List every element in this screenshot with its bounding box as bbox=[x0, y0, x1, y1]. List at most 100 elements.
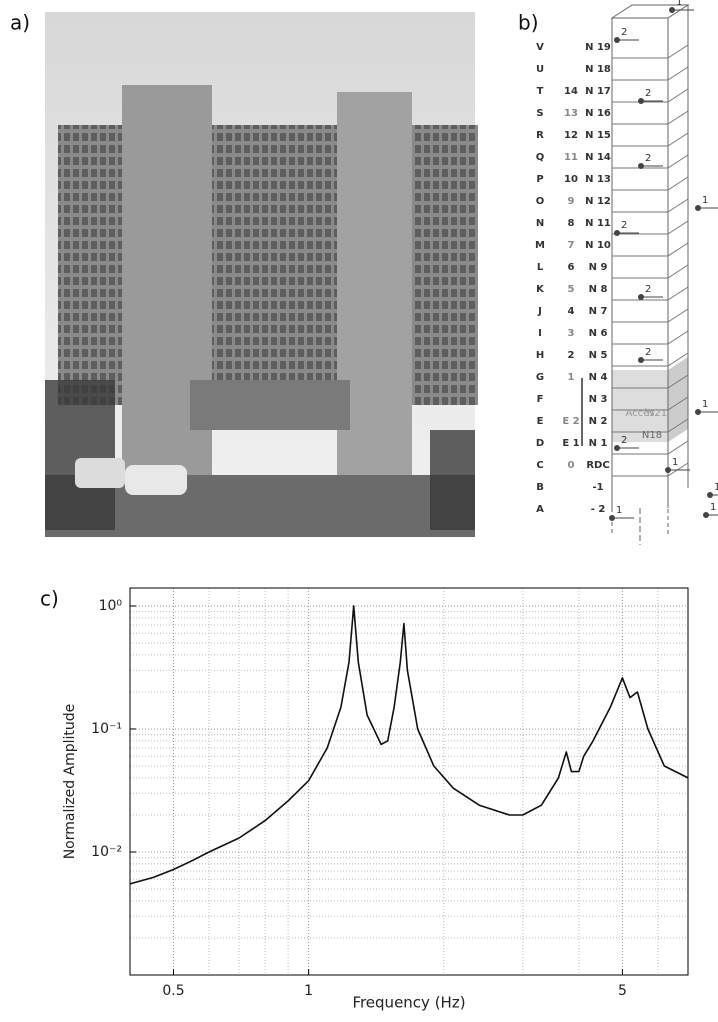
floor-level: N 18 bbox=[585, 64, 611, 75]
floor-number: 6 bbox=[568, 262, 575, 273]
floor-letter: M bbox=[535, 240, 545, 251]
floor-letter: R bbox=[536, 130, 544, 141]
floor-level: N 5 bbox=[589, 350, 608, 361]
floor-letter: C bbox=[536, 460, 543, 471]
floor-letter: N bbox=[536, 218, 544, 229]
photo bbox=[45, 12, 478, 537]
floor-level: N 7 bbox=[589, 306, 608, 317]
floor-letter: I bbox=[538, 328, 542, 339]
floor-level: N 9 bbox=[589, 262, 608, 273]
floor-line bbox=[667, 88, 689, 103]
floor-letter: D bbox=[536, 438, 544, 449]
floor-letter: K bbox=[536, 284, 545, 295]
floor-line bbox=[667, 132, 689, 147]
floor-level: N 12 bbox=[585, 196, 611, 207]
floor-number: 2 bbox=[568, 350, 575, 361]
floor-letter: F bbox=[537, 394, 544, 405]
floor-level: N 6 bbox=[589, 328, 608, 339]
sensor-label: 2 bbox=[645, 347, 651, 358]
floor-level: N 17 bbox=[585, 86, 611, 97]
floor-level: N 2 bbox=[589, 416, 608, 427]
floor-line bbox=[667, 308, 689, 323]
floor-level: N 8 bbox=[589, 284, 608, 295]
floor-level: N 10 bbox=[585, 240, 611, 251]
floor-level: N 15 bbox=[585, 130, 611, 141]
floor-number: 11 bbox=[564, 152, 578, 163]
sensor-label: 1 bbox=[714, 482, 718, 493]
floor-letter: A bbox=[536, 504, 544, 515]
floor-line bbox=[667, 110, 689, 125]
sensor-label: 1 bbox=[676, 0, 682, 8]
floor-level: -1 bbox=[592, 482, 603, 493]
floor-number: E 1 bbox=[562, 438, 579, 449]
floor-level: N 11 bbox=[585, 218, 611, 229]
annotation: Accès bbox=[625, 407, 654, 419]
y-tick-label: 10⁻¹ bbox=[91, 721, 122, 737]
floor-number: 9 bbox=[568, 196, 575, 207]
sensor-label: 1 bbox=[702, 195, 708, 206]
floor-line bbox=[667, 220, 689, 235]
floor-level: N 19 bbox=[585, 42, 611, 53]
floor-level: N 16 bbox=[585, 108, 611, 119]
x-axis-label: Frequency (Hz) bbox=[352, 994, 465, 1012]
floor-letter: E bbox=[537, 416, 544, 427]
sensor-label: 1 bbox=[710, 502, 716, 513]
floor-level: N 1 bbox=[589, 438, 608, 449]
floor-level: N 4 bbox=[589, 372, 608, 383]
floor-number: 12 bbox=[564, 130, 578, 141]
floor-number: 1 bbox=[568, 372, 575, 383]
floor-line bbox=[667, 330, 689, 345]
sensor-label: 2 bbox=[645, 284, 651, 295]
x-tick-label: 5 bbox=[618, 983, 627, 999]
floor-number: 5 bbox=[568, 284, 575, 295]
floor-letter: O bbox=[536, 196, 545, 207]
floor-level: - 2 bbox=[591, 504, 606, 515]
sensor-label: 2 bbox=[621, 220, 627, 231]
sensor-label: 1 bbox=[672, 457, 678, 468]
floor-number: 14 bbox=[564, 86, 578, 97]
floor-number: E 2 bbox=[562, 416, 579, 427]
floor-line bbox=[667, 264, 689, 279]
annotation: N18 bbox=[642, 430, 662, 441]
floor-letter: B bbox=[536, 482, 544, 493]
spectrum-line bbox=[129, 605, 689, 885]
floor-line bbox=[667, 66, 689, 81]
floor-letter: H bbox=[536, 350, 544, 361]
floor-letter: T bbox=[537, 86, 544, 97]
floor-line bbox=[667, 242, 689, 257]
floor-line bbox=[667, 396, 689, 411]
x-tick-label: 1 bbox=[304, 983, 313, 999]
floor-line bbox=[667, 176, 689, 191]
floor-number: 8 bbox=[568, 218, 575, 229]
floor-number: 4 bbox=[568, 306, 575, 317]
floor-line bbox=[667, 352, 689, 367]
floor-letter: G bbox=[536, 372, 544, 383]
floor-line bbox=[667, 154, 689, 169]
floor-number: 10 bbox=[564, 174, 578, 185]
floor-letter: J bbox=[537, 306, 542, 317]
floor-letter: V bbox=[536, 42, 544, 53]
x-tick-label: 0.5 bbox=[162, 983, 184, 999]
sensor-label: 2 bbox=[645, 88, 651, 99]
floor-line bbox=[667, 374, 689, 389]
sensor-label: 2 bbox=[621, 27, 627, 38]
sensor-label: 1 bbox=[616, 505, 622, 516]
floor-line bbox=[667, 198, 689, 213]
floor-line bbox=[667, 418, 689, 433]
annotation: N21 bbox=[647, 408, 667, 419]
floor-line bbox=[667, 440, 689, 455]
sensor-label: 1 bbox=[702, 399, 708, 410]
floor-number: 0 bbox=[568, 460, 575, 471]
floor-line bbox=[667, 44, 689, 59]
floor-level: N 13 bbox=[585, 174, 611, 185]
y-axis-label: Normalized Amplitude bbox=[62, 704, 78, 860]
floor-letter: U bbox=[536, 64, 544, 75]
chart: 0.5 1 5 10⁰ 10⁻¹ 10⁻² Frequency (Hz) Normalized… bbox=[62, 587, 689, 1012]
floor-letter: L bbox=[537, 262, 544, 273]
floor-level: N 3 bbox=[589, 394, 608, 405]
sensor-label: 2 bbox=[645, 153, 651, 164]
floor-level: RDC bbox=[586, 460, 609, 471]
panel-label: b) bbox=[518, 11, 539, 35]
floor-letter: P bbox=[536, 174, 543, 185]
